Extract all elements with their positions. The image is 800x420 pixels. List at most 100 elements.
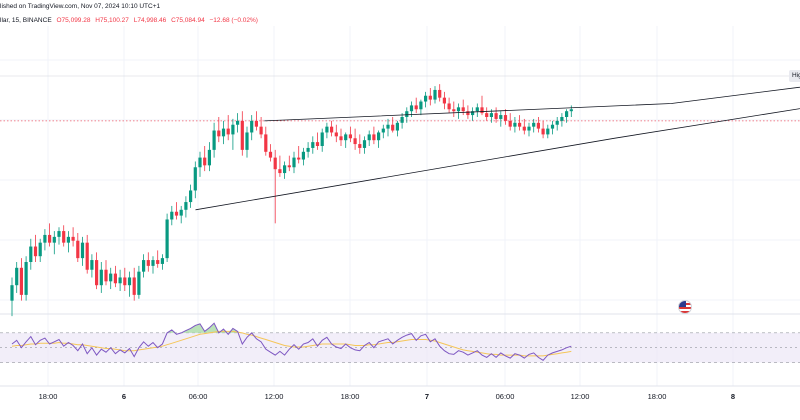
candle-body [447, 103, 451, 110]
wedge-pattern [195, 86, 800, 211]
ohlc-high: H75,100.27 [95, 17, 129, 24]
candle-body [518, 122, 522, 127]
candle-body [231, 124, 235, 135]
candle-body [278, 169, 282, 174]
candle-body [137, 271, 141, 295]
candle-body [358, 144, 362, 148]
candle-body [438, 89, 442, 98]
candle-body [424, 95, 428, 102]
candle-body [461, 107, 465, 112]
candle-body [193, 167, 197, 191]
candle-body [95, 260, 99, 286]
x-tick-label: 7 [425, 392, 429, 401]
candle-body [433, 89, 437, 100]
time-axis-bg [0, 386, 800, 420]
candle-body [48, 234, 52, 243]
candle-body [400, 117, 404, 123]
candle-body [569, 109, 573, 112]
candle-body [344, 134, 348, 141]
candle-body [330, 126, 334, 133]
symbol-label: llar, 15, BINANCE [0, 17, 52, 24]
candle-body [315, 142, 320, 146]
candle-body [414, 105, 418, 110]
x-tick-label: 06:00 [496, 392, 515, 401]
candle-body [43, 234, 47, 243]
candle-body [372, 134, 376, 141]
candle-body [62, 231, 66, 243]
candle-body [170, 211, 174, 220]
candle-body [203, 157, 207, 166]
candle-body [405, 111, 409, 117]
candle-body [245, 132, 249, 150]
ohlc-close: C75,084.94 [171, 17, 205, 24]
candle-body [259, 126, 263, 135]
candle-body [66, 236, 70, 243]
candle-body [174, 211, 179, 216]
candle-body [71, 236, 75, 241]
candle-body [395, 122, 399, 131]
candle-body [499, 115, 503, 119]
candle-body [456, 107, 461, 112]
candle-body [381, 128, 385, 133]
candle-body [362, 140, 367, 148]
candle-body [452, 109, 456, 112]
candle-body [555, 120, 559, 125]
candle-body [480, 107, 484, 114]
x-tick-label: 8 [731, 392, 735, 401]
candle-body [348, 134, 352, 139]
candle-body [442, 97, 446, 104]
candle-body [109, 273, 113, 282]
candle-body [306, 147, 310, 152]
candle-body [292, 157, 296, 168]
candle-body [536, 122, 540, 129]
candle-body [179, 209, 183, 216]
candle-body [85, 242, 89, 270]
candle-body [325, 126, 329, 133]
candle-body [428, 95, 432, 100]
x-tick-label: 06:00 [189, 392, 208, 401]
candles-layer [10, 84, 573, 317]
ohlc-low: L74,998.46 [133, 17, 167, 24]
candle-body [485, 113, 489, 117]
price-tag-high: Hig [789, 70, 800, 82]
candle-body [541, 128, 545, 135]
candle-body [33, 246, 38, 257]
candle-body [273, 157, 277, 170]
candle-body [409, 105, 414, 112]
candle-body [475, 107, 479, 112]
candle-body [184, 202, 188, 210]
rsi-overbought-fill [12, 323, 572, 333]
candle-body [38, 242, 42, 257]
candle-body [334, 132, 338, 137]
candle-body [250, 120, 254, 133]
candle-body [264, 134, 268, 152]
candle-body [146, 260, 150, 266]
x-tick-label: 6 [122, 392, 126, 401]
candle-body [236, 120, 240, 125]
candle-body [123, 277, 127, 286]
candle-body [113, 273, 117, 284]
candle-body [52, 236, 56, 243]
candle-body [419, 101, 423, 110]
ohlc-change: −12.68 (−0.02%) [209, 17, 258, 24]
candle-body [367, 134, 371, 141]
candle-body [287, 165, 291, 168]
candle-body [466, 111, 470, 116]
wedge-upper-trendline [264, 86, 800, 122]
candle-body [301, 151, 305, 160]
time-axis: 18:00 6 06:00 12:00 18:00 7 06:00 12:00 18:00 8 [0, 385, 800, 420]
x-tick-label: 12:00 [265, 392, 284, 401]
candle-body [127, 277, 132, 286]
candle-body [391, 124, 395, 131]
candle-body [76, 240, 80, 259]
rsi-line [11, 322, 572, 361]
candle-body [15, 267, 19, 286]
candle-body [513, 122, 517, 127]
candle-body [189, 190, 193, 203]
candle-body [142, 260, 146, 272]
candle-body [311, 142, 315, 148]
candle-body [80, 242, 85, 259]
candle-body [90, 260, 94, 270]
candle-body [494, 113, 498, 119]
